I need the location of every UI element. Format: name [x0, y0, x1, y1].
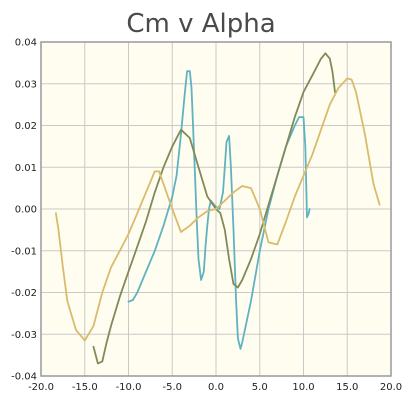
x-tick-label: -10.0 [116, 382, 142, 393]
x-tick-label: -20.0 [28, 382, 54, 393]
x-tick-label: 0.0 [208, 382, 224, 393]
y-tick-label: -0.04 [11, 372, 37, 383]
tick-labels: -20.0 -15.0 -10.0 -5.0 0.0 5.0 10.0 15.0 20.0 -0.… [11, 38, 402, 394]
y-tick-label: 0.01 [15, 163, 37, 174]
y-tick-label: -0.03 [11, 330, 37, 341]
x-tick-label: 15.0 [336, 382, 358, 393]
series-line-2 [92, 52, 336, 365]
chart-title: Cm v Alpha [126, 9, 275, 39]
y-tick-label: 0.04 [15, 38, 37, 49]
y-tick-label: 0.02 [15, 121, 37, 132]
plot-frame [40, 41, 392, 377]
y-tick-label: 0.03 [15, 79, 37, 90]
y-tick-label: -0.02 [11, 288, 37, 299]
y-tick-label: 0.00 [15, 205, 37, 216]
y-tick-label: -0.01 [11, 246, 37, 257]
x-tick-label: -15.0 [72, 382, 98, 393]
x-tick-label: 20.0 [380, 382, 402, 393]
series-line-3 [55, 77, 381, 342]
x-tick-label: -5.0 [162, 382, 182, 393]
series-layer [55, 52, 381, 365]
x-tick-label: 5.0 [252, 382, 268, 393]
x-tick-label: 10.0 [292, 382, 314, 393]
